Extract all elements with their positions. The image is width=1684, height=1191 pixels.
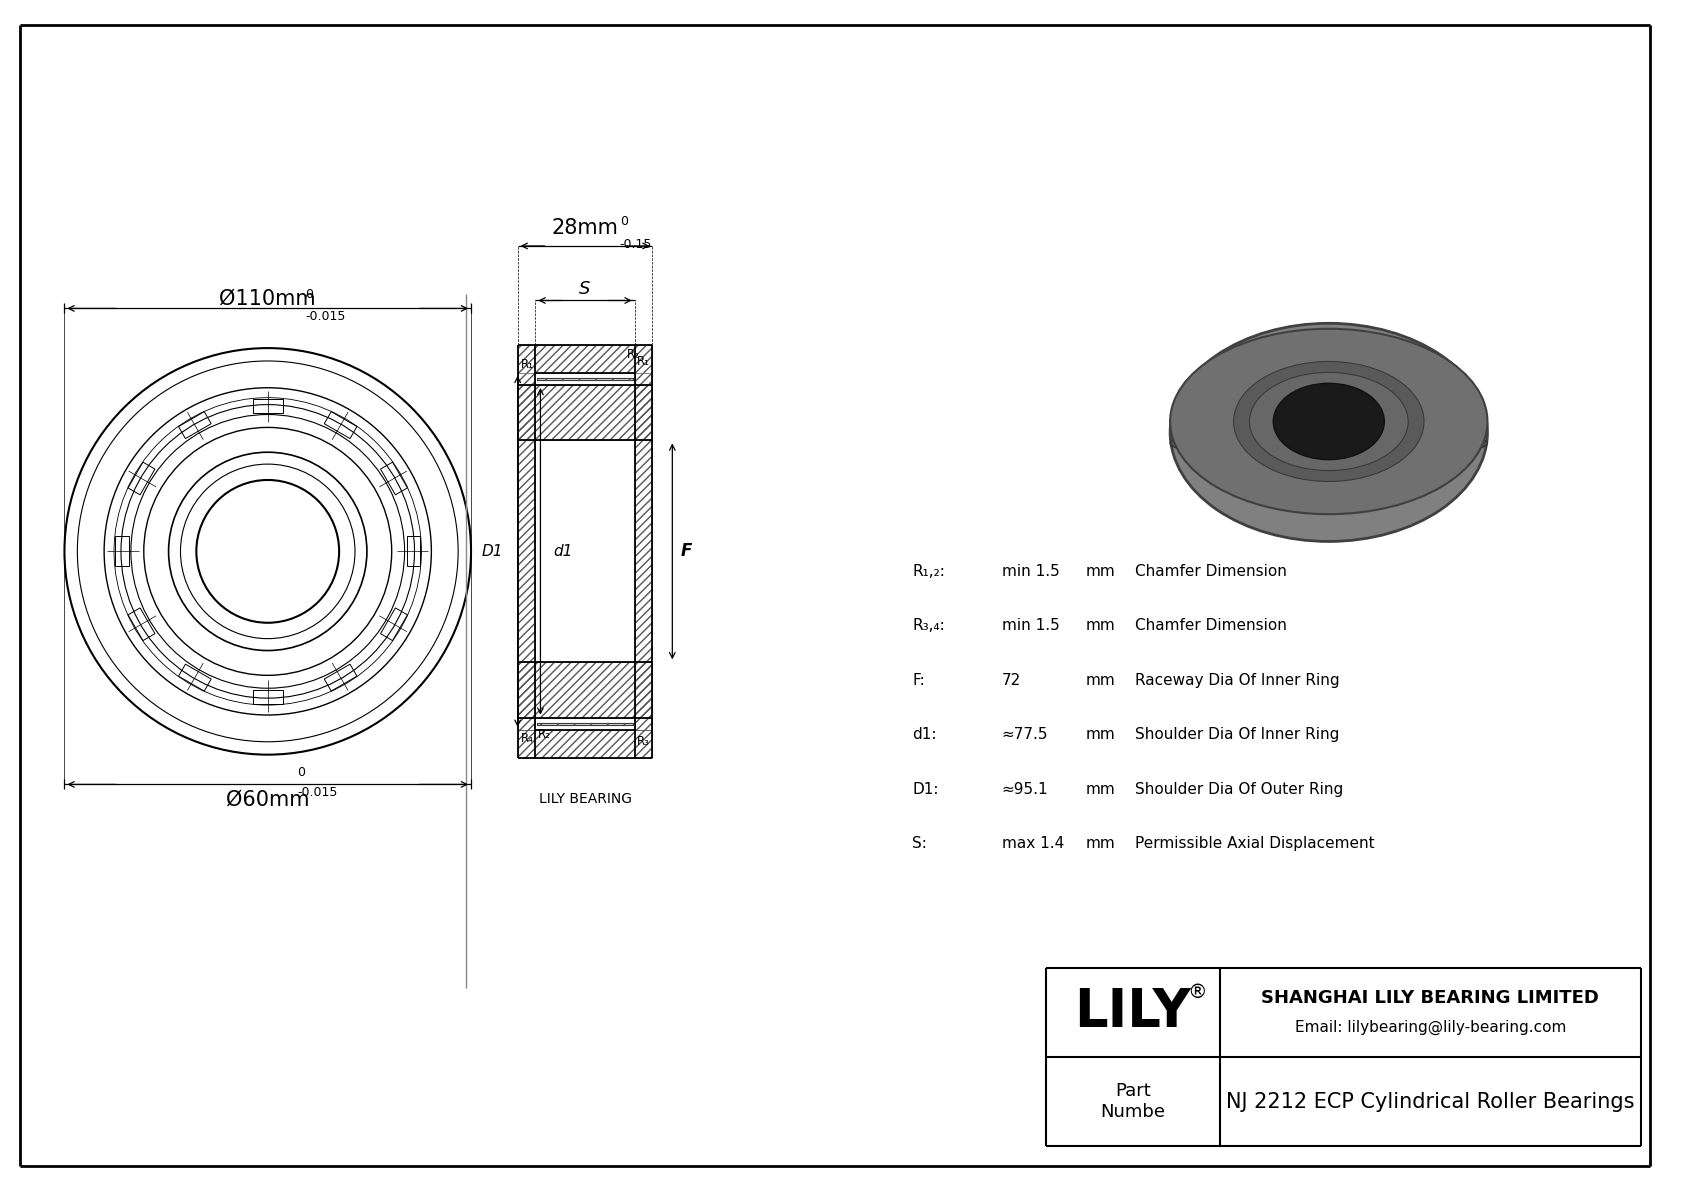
Ellipse shape <box>1170 329 1487 515</box>
Ellipse shape <box>1218 350 1440 515</box>
Text: R₃,₄:: R₃,₄: <box>913 618 945 634</box>
Text: Ø110mm: Ø110mm <box>219 288 317 308</box>
Text: mm: mm <box>1086 618 1115 634</box>
Text: mm: mm <box>1086 781 1115 797</box>
Text: LILY: LILY <box>1074 986 1191 1039</box>
Text: SHANGHAI LILY BEARING LIMITED: SHANGHAI LILY BEARING LIMITED <box>1261 989 1600 1006</box>
Text: 0: 0 <box>298 767 305 779</box>
Text: ≈95.1: ≈95.1 <box>1002 781 1047 797</box>
Bar <box>517 730 652 757</box>
Text: -0.15: -0.15 <box>620 238 652 251</box>
Ellipse shape <box>1250 373 1408 470</box>
Text: -0.015: -0.015 <box>298 786 338 799</box>
Bar <box>128 607 155 641</box>
Text: D1:: D1: <box>913 781 938 797</box>
Bar <box>179 412 210 438</box>
Text: -0.015: -0.015 <box>305 311 345 324</box>
Bar <box>253 691 283 704</box>
Bar <box>253 399 283 412</box>
Text: min 1.5: min 1.5 <box>1002 618 1059 634</box>
Text: R₂: R₂ <box>626 348 640 361</box>
Bar <box>537 723 633 725</box>
Bar <box>115 536 130 566</box>
Text: LILY BEARING: LILY BEARING <box>539 792 632 806</box>
Text: R₄: R₄ <box>520 731 534 744</box>
Text: R₂: R₂ <box>537 728 551 741</box>
Bar <box>325 412 357 438</box>
Text: Part
Numbe: Part Numbe <box>1100 1083 1165 1121</box>
Text: 0: 0 <box>305 288 313 301</box>
Text: F: F <box>680 542 692 561</box>
Ellipse shape <box>1218 384 1440 416</box>
Bar <box>381 462 408 494</box>
Text: S:: S: <box>913 836 928 852</box>
Bar <box>406 536 421 566</box>
Bar <box>635 373 652 730</box>
Text: d1: d1 <box>554 544 573 559</box>
Text: R₁,₂:: R₁,₂: <box>913 563 945 579</box>
Text: d1:: d1: <box>913 728 936 742</box>
Ellipse shape <box>1170 323 1487 542</box>
Bar <box>517 373 536 730</box>
Text: R₁: R₁ <box>637 355 650 368</box>
Text: Permissible Axial Displacement: Permissible Axial Displacement <box>1135 836 1376 852</box>
Text: ≈77.5: ≈77.5 <box>1002 728 1047 742</box>
Text: ®: ® <box>1187 983 1207 1002</box>
Bar <box>128 462 155 494</box>
Bar <box>517 730 652 757</box>
Bar <box>537 723 633 725</box>
Text: Shoulder Dia Of Inner Ring: Shoulder Dia Of Inner Ring <box>1135 728 1340 742</box>
Ellipse shape <box>1268 380 1389 463</box>
Bar <box>537 378 633 380</box>
Bar <box>381 607 408 641</box>
Text: 28mm: 28mm <box>552 218 618 238</box>
Bar <box>179 665 210 691</box>
Ellipse shape <box>1170 426 1487 460</box>
Text: max 1.4: max 1.4 <box>1002 836 1064 852</box>
Text: 72: 72 <box>1002 673 1021 687</box>
Text: Email: lilybearing@lily-bearing.com: Email: lilybearing@lily-bearing.com <box>1295 1019 1566 1035</box>
Text: R₃: R₃ <box>637 735 650 748</box>
Text: S: S <box>579 280 591 298</box>
Text: mm: mm <box>1086 563 1115 579</box>
Bar <box>537 378 633 380</box>
Bar <box>325 665 357 691</box>
Bar <box>517 385 652 441</box>
Bar <box>517 345 652 373</box>
Ellipse shape <box>1268 384 1389 481</box>
Text: Ø60mm: Ø60mm <box>226 790 310 810</box>
Text: F:: F: <box>913 673 925 687</box>
Text: R₁: R₁ <box>520 357 534 370</box>
Bar <box>517 373 536 730</box>
Bar <box>635 373 652 730</box>
Text: mm: mm <box>1086 728 1115 742</box>
Text: NJ 2212 ECP Cylindrical Roller Bearings: NJ 2212 ECP Cylindrical Roller Bearings <box>1226 1092 1635 1111</box>
Text: min 1.5: min 1.5 <box>1002 563 1059 579</box>
Bar <box>517 345 652 373</box>
Text: Chamfer Dimension: Chamfer Dimension <box>1135 563 1287 579</box>
Text: 0: 0 <box>620 216 628 229</box>
Text: D1: D1 <box>482 544 504 559</box>
Text: mm: mm <box>1086 836 1115 852</box>
Text: Chamfer Dimension: Chamfer Dimension <box>1135 618 1287 634</box>
Ellipse shape <box>1234 362 1425 481</box>
Bar <box>517 662 652 718</box>
Text: mm: mm <box>1086 673 1115 687</box>
Text: Shoulder Dia Of Outer Ring: Shoulder Dia Of Outer Ring <box>1135 781 1344 797</box>
Text: Raceway Dia Of Inner Ring: Raceway Dia Of Inner Ring <box>1135 673 1340 687</box>
Ellipse shape <box>1273 384 1384 460</box>
